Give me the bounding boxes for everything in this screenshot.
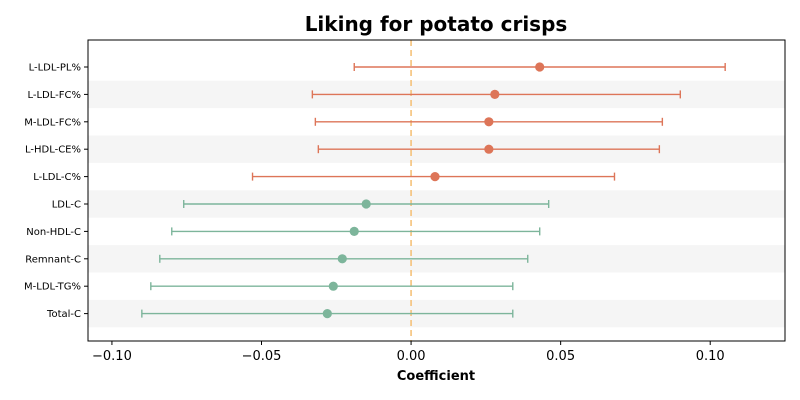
estimate-point: [484, 144, 494, 154]
estimate-point: [361, 199, 371, 209]
estimate-point: [430, 172, 440, 182]
estimate-point: [490, 89, 500, 99]
y-tick-label: M-LDL-FC%: [24, 117, 81, 128]
x-tick-label: −0.05: [242, 349, 282, 364]
y-tick-label: Non-HDL-C: [26, 227, 81, 238]
x-tick-label: 0.05: [546, 349, 575, 364]
data-marks: [141, 62, 726, 319]
estimate-point: [337, 254, 347, 264]
y-tick-label: Total-C: [46, 309, 81, 320]
chart-title: Liking for potato crisps: [305, 12, 568, 36]
x-tick-label: 0.00: [397, 349, 426, 364]
x-tick-label: −0.10: [92, 349, 132, 364]
y-tick-label: Remnant-C: [25, 254, 81, 265]
estimate-point: [328, 281, 338, 291]
y-axis: L-LDL-PL% L-LDL-FC% M-LDL-FC% L-HDL-CE% L-LD…: [24, 63, 88, 320]
estimate-point: [535, 62, 545, 72]
y-tick-label: L-HDL-CE%: [25, 145, 81, 156]
estimate-point: [484, 117, 494, 127]
estimate-point: [349, 226, 359, 236]
y-tick-label: L-LDL-C%: [33, 172, 81, 183]
y-tick-label: LDL-C: [52, 200, 81, 211]
x-axis-label: Coefficient: [397, 369, 475, 384]
x-axis: −0.10 −0.05 0.00 0.05 0.10: [92, 341, 725, 364]
plot-frame: [87, 39, 786, 342]
y-tick-label: L-LDL-PL%: [29, 63, 81, 74]
y-tick-label: L-LDL-FC%: [27, 90, 81, 101]
y-tick-label: M-LDL-TG%: [24, 282, 81, 293]
estimate-point: [322, 309, 332, 319]
x-tick-label: 0.10: [696, 349, 725, 364]
